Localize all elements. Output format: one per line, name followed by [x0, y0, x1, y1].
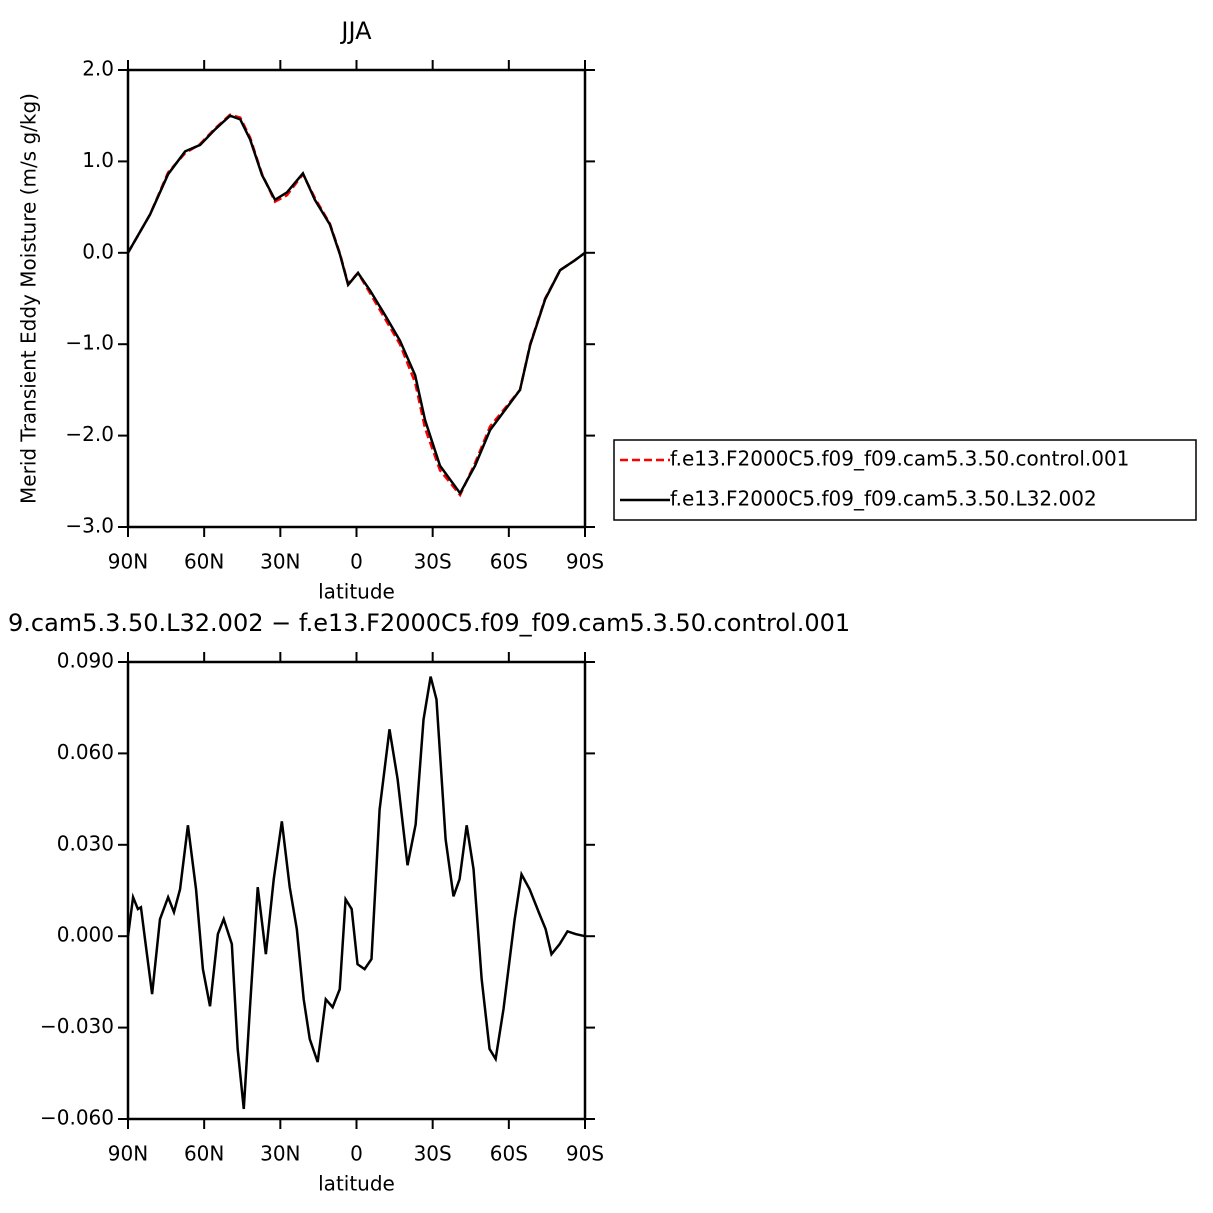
y-tick-label: −2.0 — [65, 422, 114, 446]
chart-title: 9.cam5.3.50.L32.002 − f.e13.F2000C5.f09_… — [8, 609, 850, 637]
x-tick-label: 30S — [414, 550, 452, 574]
series-line — [126, 676, 586, 1110]
x-tick-label: 90N — [108, 550, 148, 574]
x-tick-label: 0 — [350, 550, 363, 574]
y-tick-label: −0.030 — [40, 1014, 114, 1038]
legend-label: f.e13.F2000C5.f09_f09.cam5.3.50.L32.002 — [670, 487, 1097, 511]
series-line — [126, 114, 586, 496]
x-tick-label: 30N — [260, 550, 300, 574]
x-tick-label: 60N — [184, 1142, 224, 1166]
series-line — [126, 113, 586, 498]
y-tick-label: −0.060 — [40, 1106, 114, 1130]
y-tick-label: 0.030 — [57, 831, 114, 855]
plot-frame — [126, 660, 587, 1121]
x-tick-label: 30N — [260, 1142, 300, 1166]
y-tick-label: 0.0 — [82, 239, 114, 263]
legend-label: f.e13.F2000C5.f09_f09.cam5.3.50.control.… — [670, 447, 1129, 471]
x-tick-label: 90S — [566, 1142, 604, 1166]
x-tick-label: 60N — [184, 550, 224, 574]
y-tick-label: 0.000 — [57, 923, 114, 947]
x-axis-label: latitude — [318, 580, 395, 604]
x-tick-label: 90N — [108, 1142, 148, 1166]
y-tick-label: 2.0 — [82, 57, 114, 81]
y-tick-label: 0.060 — [57, 740, 114, 764]
chart-title: JJA — [339, 17, 372, 45]
y-tick-label: 1.0 — [82, 148, 114, 172]
legend-box — [613, 439, 1197, 521]
y-tick-label: −3.0 — [65, 514, 114, 538]
y-axis-label: Merid Transient Eddy Moisture (m/s g/kg) — [17, 93, 41, 504]
x-tick-label: 60S — [490, 550, 528, 574]
x-tick-label: 90S — [566, 550, 604, 574]
plot-frame — [126, 68, 587, 529]
x-tick-label: 60S — [490, 1142, 528, 1166]
x-tick-label: 30S — [414, 1142, 452, 1166]
y-tick-label: 0.090 — [57, 649, 114, 673]
x-axis-label: latitude — [318, 1172, 395, 1196]
y-tick-label: −1.0 — [65, 331, 114, 355]
x-tick-label: 0 — [350, 1142, 363, 1166]
